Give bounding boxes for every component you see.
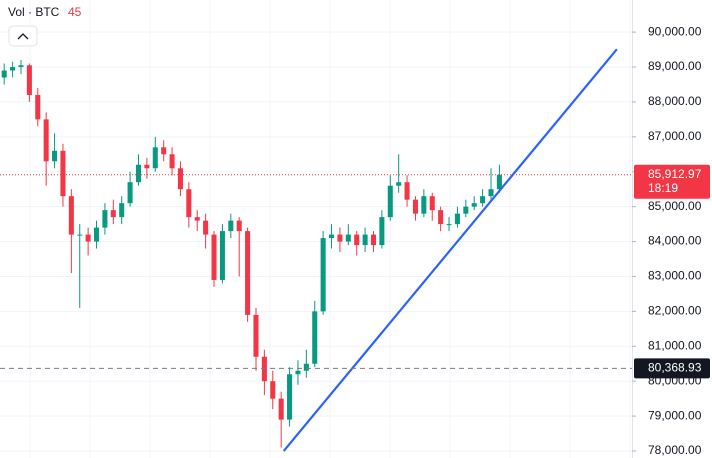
candle-body bbox=[471, 203, 477, 207]
candle-body bbox=[18, 65, 24, 68]
candle-body bbox=[370, 234, 377, 246]
trend-line bbox=[282, 48, 618, 452]
candle-body bbox=[219, 231, 225, 280]
candle-body bbox=[35, 94, 41, 120]
candle-body bbox=[429, 196, 435, 211]
candle-body bbox=[110, 210, 116, 218]
price-label-box bbox=[634, 164, 710, 199]
candle-body bbox=[68, 196, 74, 235]
candle-body bbox=[261, 356, 267, 382]
candle-body bbox=[329, 234, 335, 239]
y-tick-label: 84,000.00 bbox=[648, 234, 702, 248]
candle-body bbox=[52, 150, 58, 162]
candle-body bbox=[337, 234, 343, 242]
collapse-button[interactable] bbox=[8, 25, 38, 47]
volume-legend-value: 45 bbox=[68, 5, 82, 19]
candle-body bbox=[287, 374, 293, 420]
candle-body bbox=[169, 154, 175, 169]
candle-body bbox=[463, 206, 469, 214]
collapse-button-box[interactable] bbox=[8, 25, 38, 47]
candle-body bbox=[26, 65, 32, 95]
candle-body bbox=[404, 182, 410, 200]
candle-body bbox=[203, 220, 209, 235]
candle-body bbox=[496, 174, 502, 190]
candle-body bbox=[480, 196, 486, 204]
candle-body bbox=[194, 217, 200, 221]
candle-body bbox=[127, 182, 133, 204]
candle-body bbox=[412, 199, 418, 214]
y-tick-label: 90,000.00 bbox=[648, 24, 702, 38]
candle-body bbox=[354, 234, 360, 246]
candle-body bbox=[152, 147, 158, 169]
candle-body bbox=[253, 314, 259, 357]
candle-body bbox=[320, 238, 326, 312]
candle-body bbox=[144, 164, 150, 169]
candle-body bbox=[177, 168, 183, 190]
candle-body bbox=[387, 185, 393, 218]
volume-legend-label: Vol · BTC bbox=[8, 5, 60, 19]
candle-body bbox=[1, 70, 7, 78]
candle-body bbox=[102, 210, 108, 228]
candle-body bbox=[454, 213, 460, 225]
price-label: 85,912.97 bbox=[648, 167, 702, 181]
candle-body bbox=[421, 196, 427, 214]
candle-body bbox=[396, 182, 402, 186]
y-tick-label: 82,000.00 bbox=[648, 304, 702, 318]
candle-body bbox=[362, 234, 368, 246]
plot bbox=[0, 48, 632, 452]
price-axis: 78,000.0079,000.0080,000.0081,000.0082,0… bbox=[632, 24, 710, 457]
grid bbox=[0, 0, 632, 458]
candle-body bbox=[119, 203, 125, 218]
candle-body bbox=[85, 234, 91, 242]
candle-body bbox=[270, 381, 276, 399]
price-label-box bbox=[634, 358, 710, 379]
candle-body bbox=[379, 217, 385, 246]
candle-body bbox=[236, 220, 242, 232]
candle-body bbox=[161, 147, 167, 155]
candle-body bbox=[77, 234, 83, 236]
candle-body bbox=[295, 370, 301, 375]
y-tick-label: 78,000.00 bbox=[648, 443, 702, 457]
candle-body bbox=[303, 363, 309, 371]
price-label: 80,368.93 bbox=[648, 360, 702, 374]
y-tick-label: 88,000.00 bbox=[648, 94, 702, 108]
y-tick-label: 89,000.00 bbox=[648, 59, 702, 73]
candle-body bbox=[278, 398, 284, 420]
candle-body bbox=[60, 150, 66, 197]
candle-body bbox=[186, 189, 192, 218]
collapse-icon[interactable] bbox=[17, 33, 29, 40]
candle-body bbox=[488, 189, 494, 197]
y-tick-label: 87,000.00 bbox=[648, 129, 702, 143]
candle-body bbox=[438, 210, 444, 225]
candle-body bbox=[312, 311, 318, 364]
price-label-time: 18:19 bbox=[648, 181, 678, 195]
y-tick-label: 81,000.00 bbox=[648, 338, 702, 352]
y-tick-label: 85,000.00 bbox=[648, 199, 702, 213]
candle-body bbox=[43, 119, 49, 162]
candle-body bbox=[211, 234, 217, 280]
candle-body bbox=[135, 164, 142, 183]
candle-body bbox=[345, 234, 351, 242]
y-tick-label: 79,000.00 bbox=[648, 408, 702, 422]
candle-body bbox=[245, 231, 251, 315]
candle-body bbox=[94, 227, 100, 242]
y-tick-label: 83,000.00 bbox=[648, 269, 702, 283]
candle-body bbox=[446, 224, 452, 226]
candle-body bbox=[10, 67, 16, 71]
candle-body bbox=[228, 220, 234, 232]
